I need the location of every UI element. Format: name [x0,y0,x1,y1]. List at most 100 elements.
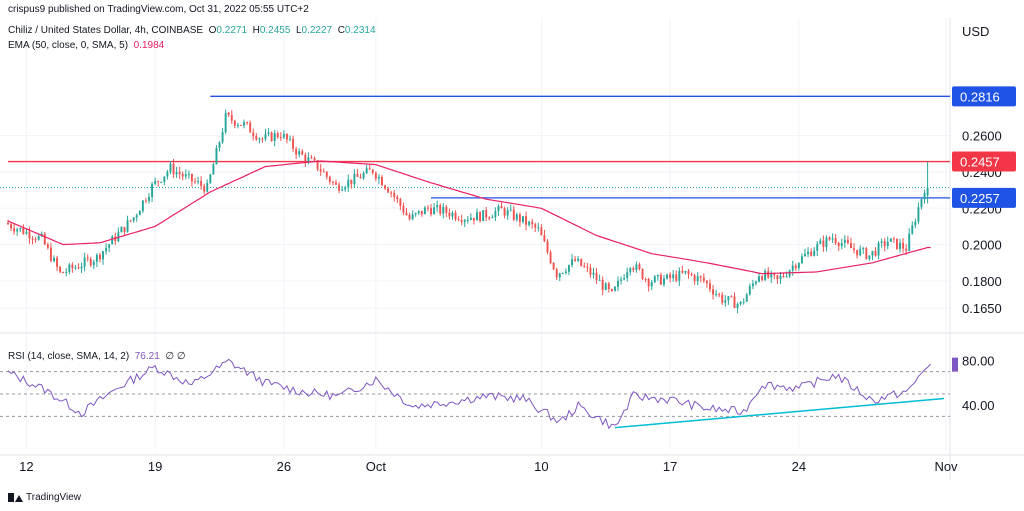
candle [902,238,905,253]
candle-body [908,233,911,251]
candle-body [384,185,387,189]
candle [74,264,77,270]
candle-body [537,227,540,229]
published-text: crispus9 published on TradingView.com, O… [8,4,309,15]
candle-body [669,274,672,279]
candle [359,173,362,179]
candle [411,210,414,221]
candle-body [690,274,693,276]
candle-body [141,200,144,212]
candle-body [761,276,764,281]
candle-body [310,157,313,159]
candle [702,273,705,284]
candle [215,145,218,165]
y-tick-label: 0.1800 [962,274,1002,289]
candle-body [595,272,598,280]
candle-body [905,248,908,251]
legend-ema-row[interactable]: EMA (50, close, 0, SMA, 5) 0.1984 [8,40,164,51]
candle [708,279,711,293]
candle-body [739,301,742,304]
candle [491,214,494,219]
candle [399,197,402,211]
candle-body [22,227,25,234]
candle [16,227,19,236]
candle [313,156,316,162]
candle-body [108,244,111,248]
ema-value: 0.1984 [133,40,165,51]
candle [218,141,221,152]
candle [390,190,393,198]
candle [197,176,200,185]
candle-body [902,242,905,249]
close-value: 0.2314 [344,25,376,36]
symbol-label: Chiliz / United States Dollar, 4h, COINB… [8,25,204,36]
candle-body [7,222,9,225]
candle-body [129,220,132,222]
candle-body [632,268,635,270]
candle-body [613,286,616,291]
candle [718,292,721,298]
candle [911,221,914,235]
candle [788,269,791,279]
candle-body [696,276,699,282]
candle-body [926,187,929,196]
candle-body [408,215,411,220]
candle [488,216,491,221]
candle [65,268,68,277]
level-label-0.2816: 0.2816 [952,86,1016,107]
candle [98,252,101,263]
candle [433,203,436,215]
tradingview-brand[interactable]: TradingView [8,492,81,503]
candle [322,168,325,173]
candle-body [111,236,114,245]
candle [813,247,816,257]
candle [626,267,629,282]
candle [552,262,555,271]
candle-body [558,273,561,278]
candle-body [564,271,567,273]
candle [460,214,463,226]
candle [59,266,62,274]
candle [120,226,123,233]
candle-body [423,207,426,215]
candle [819,238,822,245]
candle-body [797,263,800,269]
candle-body [289,138,291,140]
candle [190,173,193,187]
candle [479,211,482,223]
candle-body [163,176,166,182]
candle-body [503,208,506,216]
candle [353,169,356,189]
rsi-trendline[interactable] [614,397,945,429]
candle [423,205,426,215]
candle-body [742,301,745,303]
candle-body [718,294,721,296]
horizontal-levels[interactable] [0,95,950,199]
candle [525,211,528,231]
candle-body [681,270,684,273]
candle-body [239,124,242,126]
candle [730,295,733,298]
open-value: 0.2271 [216,25,248,36]
candle-body [889,238,892,242]
legend-symbol-row[interactable]: Chiliz / United States Dollar, 4h, COINB… [8,25,376,36]
candle-body [515,214,518,220]
candle [267,128,270,137]
candle-body [522,216,524,222]
candle-body [647,279,650,287]
candle-body [71,264,74,269]
candle [258,137,261,144]
candle-body [862,248,865,250]
candle [617,276,619,292]
published-note: crispus9 published on TradingView.com, O… [8,4,309,15]
candle-body [347,179,350,188]
candle [745,292,748,302]
candle [298,148,301,158]
legend-rsi-row[interactable]: RSI (14, close, SMA, 14, 2) 76.21 ∅ ∅ [8,351,186,362]
candle [163,176,166,186]
candle-body [194,181,196,183]
candle-body [702,277,705,281]
candle-body [98,254,101,260]
candle [825,235,828,252]
